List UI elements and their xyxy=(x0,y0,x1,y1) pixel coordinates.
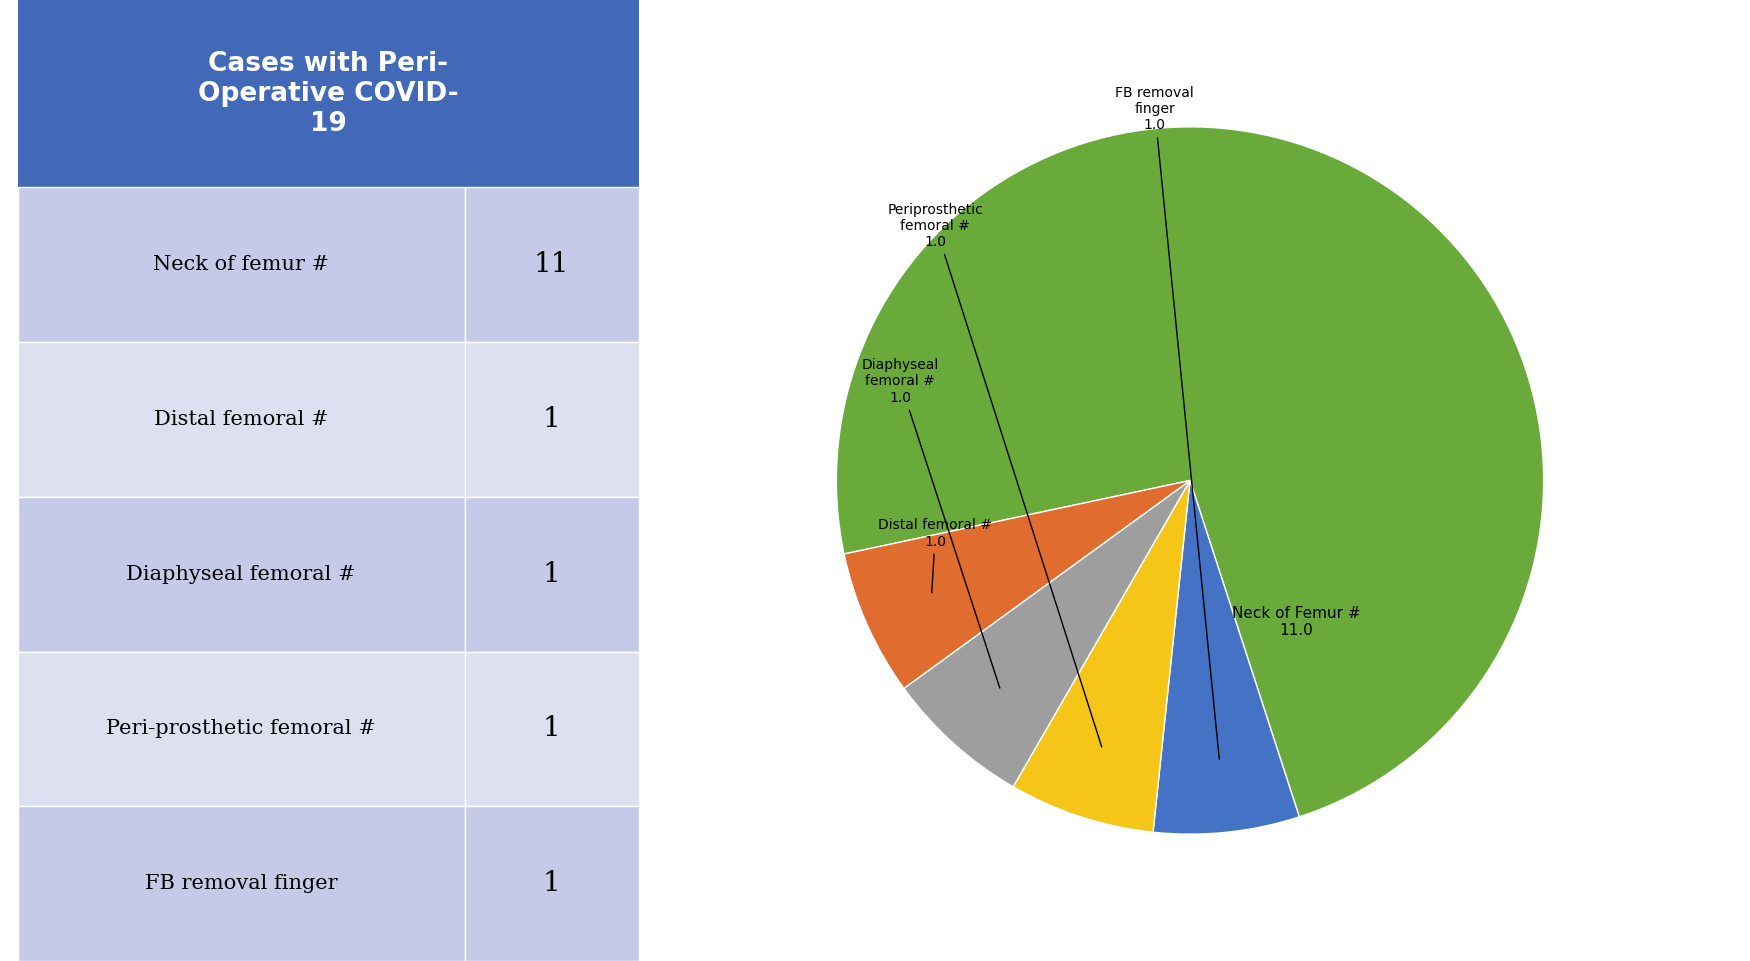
Text: 1: 1 xyxy=(542,715,560,743)
Text: Diaphyseal
femoral #
1.0: Diaphyseal femoral # 1.0 xyxy=(861,358,999,688)
Text: Distal femoral #: Distal femoral # xyxy=(154,410,329,429)
FancyBboxPatch shape xyxy=(466,652,639,806)
Text: Neck of Femur #
11.0: Neck of Femur # 11.0 xyxy=(1232,605,1360,638)
Text: FB removal finger: FB removal finger xyxy=(145,875,338,893)
FancyBboxPatch shape xyxy=(466,497,639,652)
Text: 1: 1 xyxy=(542,406,560,433)
FancyBboxPatch shape xyxy=(18,497,466,652)
FancyBboxPatch shape xyxy=(18,0,639,187)
Text: 1: 1 xyxy=(542,870,560,898)
Text: Periprosthetic
femoral #
1.0: Periprosthetic femoral # 1.0 xyxy=(887,203,1102,747)
Text: Cases with Peri-
Operative COVID-
19: Cases with Peri- Operative COVID- 19 xyxy=(198,51,459,136)
FancyBboxPatch shape xyxy=(18,652,466,806)
Wedge shape xyxy=(836,127,1544,817)
FancyBboxPatch shape xyxy=(466,187,639,342)
FancyBboxPatch shape xyxy=(466,342,639,497)
Text: Peri-prosthetic femoral #: Peri-prosthetic femoral # xyxy=(107,720,376,738)
FancyBboxPatch shape xyxy=(466,806,639,961)
FancyBboxPatch shape xyxy=(18,187,466,342)
Wedge shape xyxy=(1013,480,1190,832)
Text: Distal femoral #
1.0: Distal femoral # 1.0 xyxy=(878,518,992,593)
Text: FB removal
finger
1.0: FB removal finger 1.0 xyxy=(1115,86,1220,759)
Wedge shape xyxy=(905,480,1190,787)
Text: Neck of femur #: Neck of femur # xyxy=(154,256,329,274)
Text: 1: 1 xyxy=(542,560,560,588)
Text: Diaphyseal femoral #: Diaphyseal femoral # xyxy=(126,565,355,583)
Wedge shape xyxy=(844,480,1190,688)
Text: 11: 11 xyxy=(534,251,569,279)
Wedge shape xyxy=(1153,480,1298,834)
FancyBboxPatch shape xyxy=(18,806,466,961)
FancyBboxPatch shape xyxy=(18,342,466,497)
